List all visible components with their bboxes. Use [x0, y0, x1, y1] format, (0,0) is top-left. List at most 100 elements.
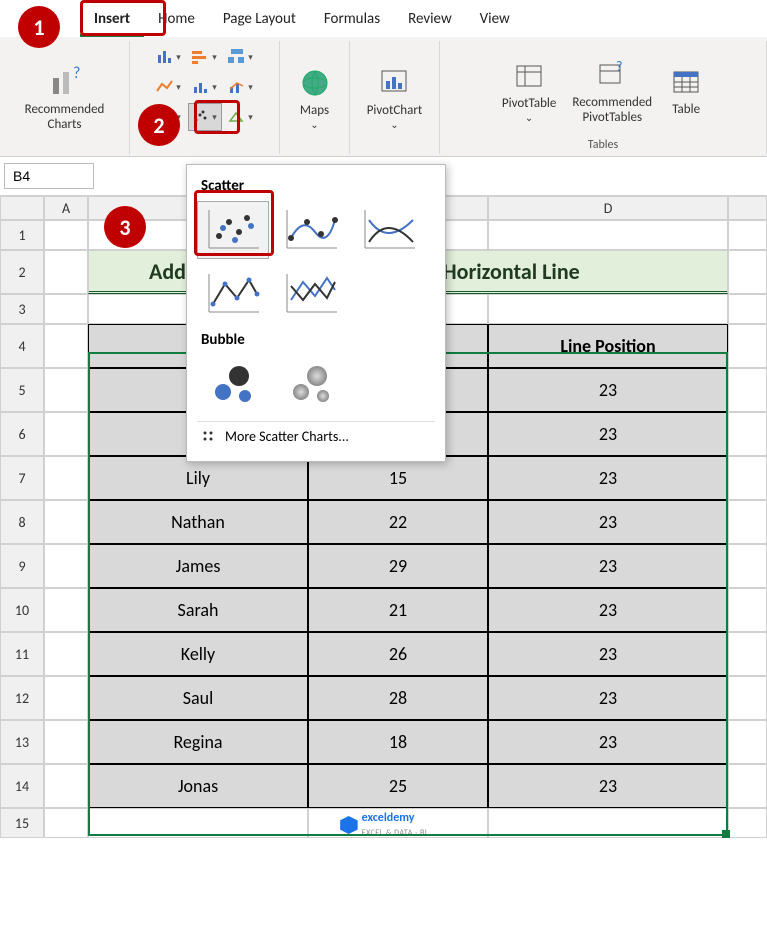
cell-name[interactable]: Regina — [88, 720, 308, 764]
cell-line[interactable]: 23 — [488, 456, 728, 500]
cell-val[interactable]: 29 — [308, 544, 488, 588]
cell-E2[interactable] — [728, 250, 767, 294]
bubble-option-2[interactable] — [275, 355, 347, 413]
cell-val[interactable]: 15 — [308, 456, 488, 500]
cell-B15[interactable] — [88, 808, 308, 838]
cell-D3[interactable] — [488, 294, 728, 324]
pivotchart-button[interactable]: PivotChart ⌄ — [359, 61, 431, 135]
scatter-option-5[interactable] — [275, 265, 347, 323]
row-header[interactable]: 12 — [0, 676, 44, 720]
row-header[interactable]: 13 — [0, 720, 44, 764]
cell-A3[interactable] — [44, 294, 88, 324]
combo-chart-btn[interactable] — [224, 73, 258, 101]
row-header[interactable]: 8 — [0, 500, 44, 544]
cell-A10[interactable] — [44, 588, 88, 632]
cell-D15[interactable] — [488, 808, 728, 838]
col-A[interactable]: A — [44, 196, 88, 220]
cell-A1[interactable] — [44, 220, 88, 250]
line-chart-btn[interactable] — [152, 73, 186, 101]
cell-name[interactable]: Nathan — [88, 500, 308, 544]
cell-line[interactable]: 23 — [488, 676, 728, 720]
row-header[interactable]: 11 — [0, 632, 44, 676]
bar-chart-btn[interactable] — [188, 43, 222, 71]
cell-A12[interactable] — [44, 676, 88, 720]
cell-E12[interactable] — [728, 676, 767, 720]
cell-A14[interactable] — [44, 764, 88, 808]
cell-val[interactable]: 26 — [308, 632, 488, 676]
cell-name[interactable]: Sarah — [88, 588, 308, 632]
col-D[interactable]: D — [488, 196, 728, 220]
cell-E1[interactable] — [728, 220, 767, 250]
row-header[interactable]: 6 — [0, 412, 44, 456]
cell-line[interactable]: 23 — [488, 368, 728, 412]
cell-A13[interactable] — [44, 720, 88, 764]
cell-name[interactable]: Saul — [88, 676, 308, 720]
cell-E14[interactable] — [728, 764, 767, 808]
cell-val[interactable]: 22 — [308, 500, 488, 544]
header-D[interactable]: Line Position — [488, 324, 728, 368]
table-button[interactable]: Table — [660, 60, 712, 121]
cell-E6[interactable] — [728, 412, 767, 456]
cell-D1[interactable] — [488, 220, 728, 250]
cell-A6[interactable] — [44, 412, 88, 456]
tab-view[interactable]: View — [466, 4, 524, 37]
cell-line[interactable]: 23 — [488, 500, 728, 544]
row-header[interactable]: 7 — [0, 456, 44, 500]
cell-name[interactable]: Lily — [88, 456, 308, 500]
cell-line[interactable]: 23 — [488, 412, 728, 456]
cell-line[interactable]: 23 — [488, 764, 728, 808]
bubble-option-1[interactable] — [197, 355, 269, 413]
cell-A15[interactable] — [44, 808, 88, 838]
cell-A7[interactable] — [44, 456, 88, 500]
cell-val[interactable]: 21 — [308, 588, 488, 632]
cell-A4[interactable] — [44, 324, 88, 368]
maps-button[interactable]: Maps ⌄ — [289, 61, 341, 135]
cell-A8[interactable] — [44, 500, 88, 544]
cell-line[interactable]: 23 — [488, 588, 728, 632]
cell-E11[interactable] — [728, 632, 767, 676]
rec-pivottables-button[interactable]: ? Recommended PivotTables — [564, 53, 660, 129]
row-header[interactable]: 15 — [0, 808, 44, 838]
scatter-option-3[interactable] — [353, 201, 425, 259]
tab-formulas[interactable]: Formulas — [310, 4, 394, 37]
cell-A11[interactable] — [44, 632, 88, 676]
cell-E3[interactable] — [728, 294, 767, 324]
scatter-option-4[interactable] — [197, 265, 269, 323]
row-header[interactable]: 2 — [0, 250, 44, 294]
row-header[interactable]: 3 — [0, 294, 44, 324]
cell-A5[interactable] — [44, 368, 88, 412]
row-header[interactable]: 9 — [0, 544, 44, 588]
cell-line[interactable]: 23 — [488, 544, 728, 588]
row-header[interactable]: 1 — [0, 220, 44, 250]
cell-E15[interactable] — [728, 808, 767, 838]
col-E[interactable] — [728, 196, 767, 220]
cell-E5[interactable] — [728, 368, 767, 412]
cell-line[interactable]: 23 — [488, 720, 728, 764]
scatter-option-2[interactable] — [275, 201, 347, 259]
cell-E8[interactable] — [728, 500, 767, 544]
column-chart-btn[interactable] — [152, 43, 186, 71]
cell-E7[interactable] — [728, 456, 767, 500]
cell-name[interactable]: Jonas — [88, 764, 308, 808]
more-scatter-charts[interactable]: More Scatter Charts... — [197, 421, 435, 451]
recommended-charts-button[interactable]: ? Recommended Charts — [17, 60, 113, 136]
tab-page-layout[interactable]: Page Layout — [209, 4, 310, 37]
pivottable-button[interactable]: PivotTable ⌄ — [494, 54, 565, 128]
cell-A9[interactable] — [44, 544, 88, 588]
cell-E10[interactable] — [728, 588, 767, 632]
tab-review[interactable]: Review — [394, 4, 466, 37]
cell-E9[interactable] — [728, 544, 767, 588]
select-all-corner[interactable] — [0, 196, 44, 220]
cell-line[interactable]: 23 — [488, 632, 728, 676]
row-header[interactable]: 10 — [0, 588, 44, 632]
row-header[interactable]: 14 — [0, 764, 44, 808]
name-box[interactable] — [4, 163, 94, 189]
stat-chart-btn[interactable] — [188, 73, 222, 101]
cell-E13[interactable] — [728, 720, 767, 764]
cell-A2[interactable] — [44, 250, 88, 294]
row-header[interactable]: 4 — [0, 324, 44, 368]
row-header[interactable]: 5 — [0, 368, 44, 412]
cell-val[interactable]: 18 — [308, 720, 488, 764]
cell-name[interactable]: Kelly — [88, 632, 308, 676]
cell-val[interactable]: 28 — [308, 676, 488, 720]
